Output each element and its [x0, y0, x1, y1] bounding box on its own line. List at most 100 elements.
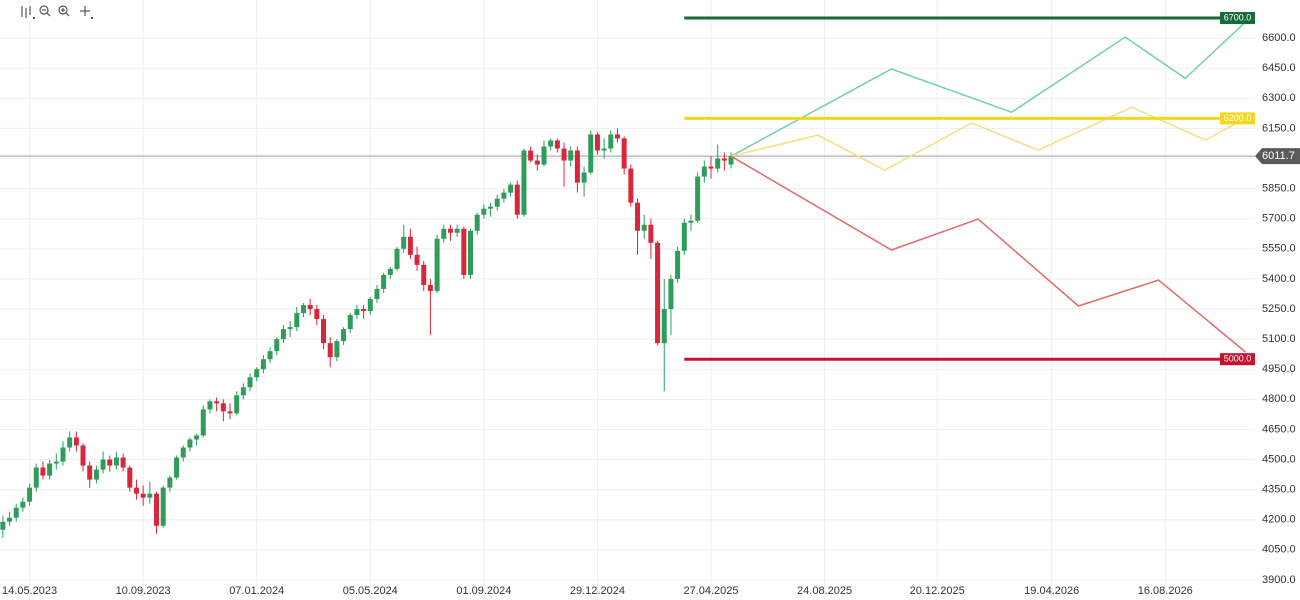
candle-body [601, 148, 607, 151]
candle-body [574, 150, 580, 183]
y-tick-label: 5250.0 [1262, 303, 1296, 315]
candle-body [327, 343, 333, 358]
candle-body [53, 461, 59, 464]
candle-body [154, 493, 160, 526]
level-label-box [1220, 112, 1255, 125]
candle-body [701, 166, 707, 177]
candle-body [548, 140, 554, 147]
last-price-box [1255, 148, 1300, 165]
y-tick-label: 5550.0 [1262, 243, 1296, 255]
plot: 6700.0 6200.0 5000.0 [0, 12, 1255, 538]
candle-body [594, 134, 600, 151]
x-tick-label: 10.09.2023 [116, 585, 171, 597]
candle-body [133, 487, 139, 494]
candle-body [354, 309, 360, 316]
candle-body [7, 517, 13, 522]
y-tick-label: 4500.0 [1262, 453, 1296, 465]
candle-body [140, 493, 146, 498]
candle-body [361, 309, 367, 312]
x-tick-label: 29.12.2024 [570, 585, 625, 597]
candle-body [187, 439, 193, 448]
candle-body [728, 156, 734, 165]
level-label-box [1220, 353, 1255, 366]
y-tick-label: 4050.0 [1262, 544, 1296, 556]
candle-body [401, 236, 407, 249]
y-tick-label: 6450.0 [1262, 62, 1296, 74]
candle-body [508, 184, 514, 193]
y-tick-label: 5700.0 [1262, 213, 1296, 225]
candle-body [127, 467, 133, 488]
candle-body [60, 447, 66, 462]
candle-body [648, 224, 654, 243]
x-tick-label: 27.04.2025 [683, 585, 738, 597]
candle-body [414, 254, 420, 265]
zoom-in-button[interactable] [58, 5, 70, 17]
grid [0, 0, 1255, 600]
candle-body [40, 467, 46, 476]
candle-tool-button[interactable] [18, 4, 35, 20]
candle-body [107, 459, 113, 466]
candle-body [441, 228, 447, 239]
candle-body [287, 327, 293, 330]
zoom-out-button[interactable] [39, 5, 51, 17]
candle-body [668, 278, 674, 310]
candle-body [675, 250, 681, 279]
candle-body [220, 403, 226, 412]
candle-body [628, 168, 634, 203]
candle-body [688, 220, 694, 223]
x-tick-label: 01.09.2024 [456, 585, 511, 597]
candle-body [254, 369, 260, 378]
candle-body [541, 146, 547, 165]
candle-body [494, 198, 500, 207]
candle-body [614, 134, 620, 139]
candle-body [147, 493, 153, 498]
candle-body [461, 228, 467, 275]
candle-body [260, 359, 266, 370]
candle-body [280, 329, 286, 340]
candle-body [421, 264, 427, 285]
y-tick-label: 6300.0 [1262, 92, 1296, 104]
candle-body [468, 230, 474, 275]
y-tick-label: 6150.0 [1262, 122, 1296, 134]
pan-button[interactable] [80, 6, 93, 19]
last-price-label: 6011.7 [1262, 150, 1295, 162]
y-tick-label: 4200.0 [1262, 514, 1296, 526]
candle-body [681, 222, 687, 251]
x-tick-label: 14.05.2023 [2, 585, 57, 597]
candle-body [528, 150, 534, 161]
candle-body [321, 319, 327, 344]
candle-body [481, 208, 487, 215]
candle-body [27, 487, 33, 502]
candle-body [93, 469, 99, 480]
y-tick-label: 5100.0 [1262, 333, 1296, 345]
candle-body [621, 138, 627, 169]
candle-body [447, 228, 453, 233]
y-tick-label: 4350.0 [1262, 484, 1296, 496]
candle-body [274, 339, 280, 352]
x-tick-label: 16.08.2026 [1138, 585, 1193, 597]
candle-body [180, 447, 186, 458]
forecast-line [730, 106, 1246, 172]
x-tick-label: 19.04.2026 [1024, 585, 1079, 597]
candle-body [80, 445, 86, 466]
axes: 3900.0 4050.0 4200.0 4350.0 4500.0 4650.0 4800… [2, 32, 1300, 597]
candle-body [488, 206, 494, 209]
candle-body [13, 507, 19, 518]
candle-body [47, 463, 53, 476]
x-tick-label: 20.12.2025 [910, 585, 965, 597]
candle-body [194, 435, 200, 440]
candle-body [234, 395, 240, 414]
candle-body [641, 224, 647, 231]
level-label: 6700.0 [1224, 12, 1252, 22]
candle-body [294, 313, 300, 328]
x-tick-label: 05.05.2024 [343, 585, 398, 597]
candle-body [174, 457, 180, 478]
candle-body [581, 172, 587, 183]
candle-body [214, 401, 220, 404]
candle-body [454, 228, 460, 233]
level-label-box [1220, 12, 1255, 25]
y-tick-label: 6600.0 [1262, 32, 1296, 44]
y-tick-label: 5850.0 [1262, 183, 1296, 195]
candle-body [394, 248, 400, 269]
y-tick-label: 4650.0 [1262, 423, 1296, 435]
